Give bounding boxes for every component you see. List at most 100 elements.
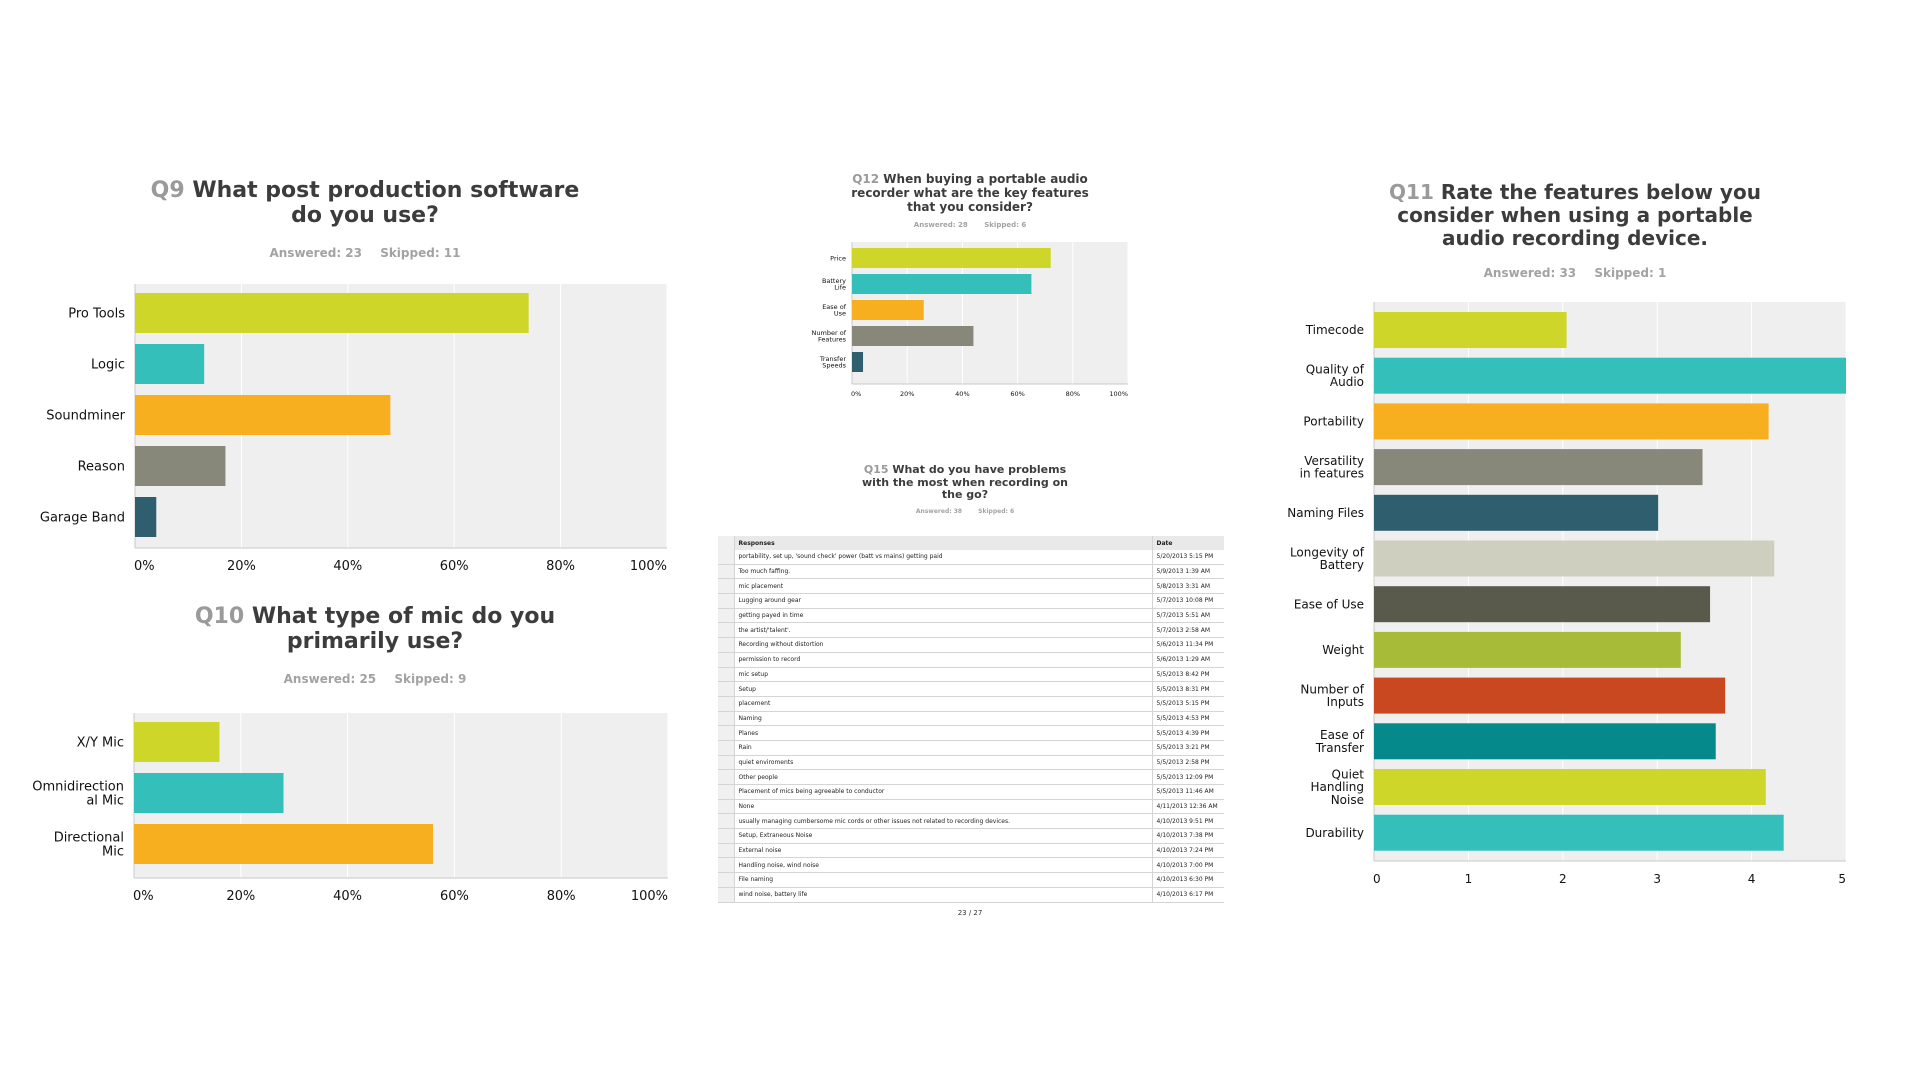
date-cell: 5/5/2013 4:53 PM (1151, 711, 1224, 727)
row-index-cell (718, 740, 735, 756)
q11-question: Rate the features below you consider whe… (1397, 180, 1761, 250)
table-row: Lugging around gear 5/7/2013 10:08 PM (718, 593, 1224, 609)
table-row: the artist/'talent'. 5/7/2013 2:58 AM (718, 622, 1224, 639)
bar (852, 352, 864, 372)
x-tick-label: 20% (227, 559, 256, 574)
response-cell: usually managing cumbersome mic cords or… (734, 813, 1152, 830)
date-cell: 5/6/2013 1:29 AM (1151, 652, 1224, 668)
bar (1374, 357, 1846, 394)
category-label: Ease of Transfer (1315, 728, 1365, 755)
table-row: Recording without distortion 5/6/2013 11:… (718, 637, 1224, 653)
table-row: usually managing cumbersome mic cords or… (718, 813, 1224, 830)
category-label: Weight (1322, 643, 1364, 657)
x-tick-label: 100% (631, 889, 668, 904)
bar (135, 344, 205, 384)
table-row: Naming 5/5/2013 4:53 PM (718, 711, 1224, 727)
q11-title: Q11 Rate the features below you consider… (1380, 181, 1770, 250)
x-tick-label: 80% (547, 889, 576, 904)
date-cell: 5/7/2013 10:08 PM (1151, 593, 1224, 609)
response-cell: Other people (734, 769, 1152, 785)
category-label: Ease of Use (1294, 597, 1364, 611)
q10-skipped: Skipped: 9 (394, 672, 467, 686)
row-index-cell (718, 784, 735, 800)
response-cell: Recording without distortion (734, 637, 1152, 653)
date-cell: 4/10/2013 7:24 PM (1151, 843, 1224, 859)
table-index-header (718, 536, 735, 550)
date-cell: 5/5/2013 8:31 PM (1151, 681, 1224, 697)
date-cell: 5/7/2013 2:58 AM (1151, 622, 1224, 639)
x-tick-label: 0% (851, 390, 861, 398)
q12-question: When buying a portable audio recorder wh… (851, 172, 1089, 214)
category-label: X/Y Mic (77, 736, 124, 751)
row-index-cell (718, 857, 735, 874)
date-cell: 4/10/2013 6:30 PM (1151, 872, 1224, 888)
bar (1374, 586, 1711, 623)
category-label: Portability (1303, 415, 1364, 429)
category-label: Longevity of Battery (1290, 545, 1365, 572)
bar (1374, 403, 1769, 440)
q15-skipped: Skipped: 6 (978, 508, 1015, 515)
x-tick-label: 60% (1010, 390, 1024, 398)
date-cell: 5/5/2013 11:46 AM (1151, 784, 1224, 800)
bar (1374, 814, 1784, 851)
response-cell: mic setup (734, 667, 1152, 683)
row-index-cell (718, 622, 735, 639)
q9-question: What post production software do you use… (192, 178, 580, 229)
page-number: 23 / 27 (957, 909, 983, 917)
row-index-cell (718, 813, 735, 830)
table-row: Handling noise, wind noise 4/10/2013 7:00… (718, 857, 1224, 874)
date-cell: 5/7/2013 5:51 AM (1151, 608, 1224, 624)
date-cell: 4/10/2013 9:51 PM (1151, 813, 1224, 830)
q9-title: Q9 What post production software do you … (140, 178, 590, 229)
table-row: permission to record 5/6/2013 1:29 AM (718, 652, 1224, 668)
q9-number: Q9 (150, 178, 185, 203)
response-cell: External noise (734, 843, 1152, 859)
response-cell: Too much faffing. (734, 564, 1152, 580)
category-label: Logic (91, 358, 125, 373)
table-row: getting payed in time 5/7/2013 5:51 AM (718, 608, 1224, 624)
response-cell: getting payed in time (734, 608, 1152, 624)
response-cell: portability, set up, 'sound check' power… (734, 550, 1152, 565)
x-tick-label: 40% (333, 559, 362, 574)
x-tick-label: 0% (134, 559, 155, 574)
x-tick-label: 0 (1373, 872, 1381, 886)
date-cell: 5/6/2013 11:34 PM (1151, 637, 1224, 653)
bar (852, 300, 924, 320)
date-cell: 5/5/2013 8:42 PM (1151, 667, 1224, 683)
q12-title: Q12 When buying a portable audio recorde… (850, 172, 1090, 214)
x-tick-label: 100% (630, 559, 667, 574)
date-cell: 4/10/2013 7:00 PM (1151, 857, 1224, 874)
row-index-cell (718, 550, 735, 565)
x-tick-label: 1 (1465, 872, 1473, 886)
date-cell: 4/11/2013 12:36 AM (1151, 799, 1224, 815)
date-cell: 5/8/2013 3:31 AM (1151, 578, 1224, 595)
row-index-cell (718, 578, 735, 595)
category-label: Versatility in features (1300, 454, 1364, 481)
category-label: Soundminer (46, 409, 125, 424)
bar (1374, 677, 1726, 714)
table-row: Rain 5/5/2013 3:21 PM (718, 740, 1224, 756)
table-row: quiet enviroments 5/5/2013 2:58 PM (718, 755, 1224, 771)
row-index-cell (718, 755, 735, 771)
response-cell: Setup (734, 681, 1152, 697)
date-cell: 5/5/2013 2:58 PM (1151, 755, 1224, 771)
category-label: Garage Band (40, 511, 125, 526)
bar (1374, 449, 1703, 486)
response-cell: File naming (734, 872, 1152, 888)
row-index-cell (718, 681, 735, 697)
category-label: Transfer Speeds (819, 355, 847, 370)
date-cell: 5/5/2013 3:21 PM (1151, 740, 1224, 756)
q11-answered: Answered: 33 (1483, 266, 1577, 280)
x-tick-label: 40% (333, 889, 362, 904)
response-cell: Planes (734, 725, 1152, 741)
q10-number: Q10 (194, 604, 245, 629)
date-cell: 4/10/2013 6:17 PM (1151, 887, 1224, 903)
plot-area (1374, 302, 1846, 861)
q12-number: Q12 (852, 172, 880, 186)
category-label: Battery Life (822, 277, 846, 292)
q10-question: What type of mic do you primarily use? (251, 604, 556, 655)
table-row: mic setup 5/5/2013 8:42 PM (718, 667, 1224, 683)
q10-answered: Answered: 25 (283, 672, 377, 686)
bar (135, 395, 391, 435)
q10-meta: Answered: 25 Skipped: 9 (170, 672, 580, 686)
